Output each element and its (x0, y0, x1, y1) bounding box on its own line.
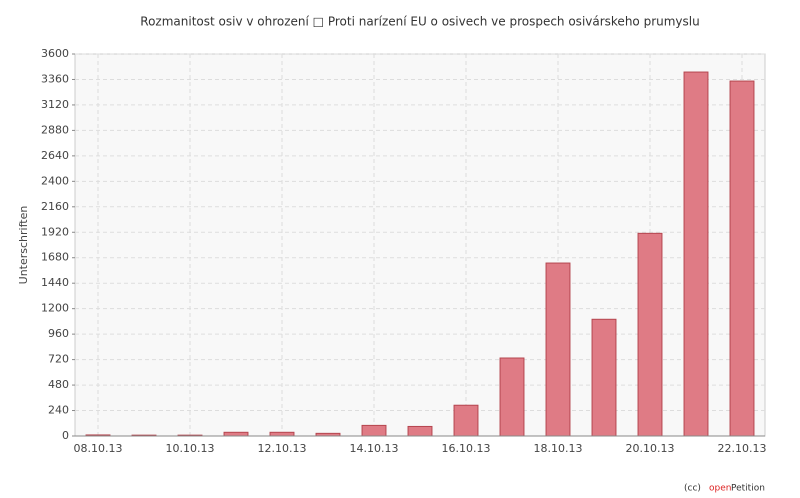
license: (cc) (684, 484, 701, 494)
y-tick-label: 240 (48, 404, 69, 417)
brand-open: open (709, 484, 731, 494)
x-tick-label: 14.10.13 (350, 442, 399, 455)
y-tick-label: 3600 (41, 47, 69, 60)
y-tick-label: 1920 (41, 225, 69, 238)
bar (499, 357, 525, 437)
bar (729, 80, 755, 437)
x-tick-label: 18.10.13 (534, 442, 583, 455)
x-tick-label: 22.10.13 (718, 442, 767, 455)
bar (269, 431, 295, 437)
brand-petition: Petition (731, 484, 765, 494)
x-tick-label: 16.10.13 (442, 442, 491, 455)
y-tick-label: 0 (62, 429, 69, 442)
y-tick-label: 1200 (41, 302, 69, 315)
bar (407, 425, 433, 437)
y-tick-label: 2400 (41, 174, 69, 187)
y-tick-label: 2640 (41, 149, 69, 162)
bar (361, 424, 387, 437)
bar (545, 262, 571, 437)
bar (637, 232, 663, 437)
y-tick-label: 1680 (41, 251, 69, 264)
x-tick-label: 10.10.13 (166, 442, 215, 455)
y-tick-label: 960 (48, 327, 69, 340)
x-tick-label: 08.10.13 (74, 442, 123, 455)
y-tick-label: 2880 (41, 123, 69, 136)
y-tick-label: 720 (48, 353, 69, 366)
y-tick-label: 3120 (41, 98, 69, 111)
x-tick-label: 12.10.13 (258, 442, 307, 455)
x-tick-label: 20.10.13 (626, 442, 675, 455)
bar (683, 71, 709, 437)
bar (591, 318, 617, 437)
y-tick-label: 2160 (41, 200, 69, 213)
y-axis-label: Unterschriften (17, 206, 30, 285)
y-tick-label: 480 (48, 378, 69, 391)
y-tick-label: 1440 (41, 276, 69, 289)
bar (453, 404, 479, 437)
chart-title: Rozmanitost osiv v ohrození □ Proti narí… (140, 15, 699, 29)
bar (223, 431, 249, 437)
y-tick-label: 3360 (41, 72, 69, 85)
